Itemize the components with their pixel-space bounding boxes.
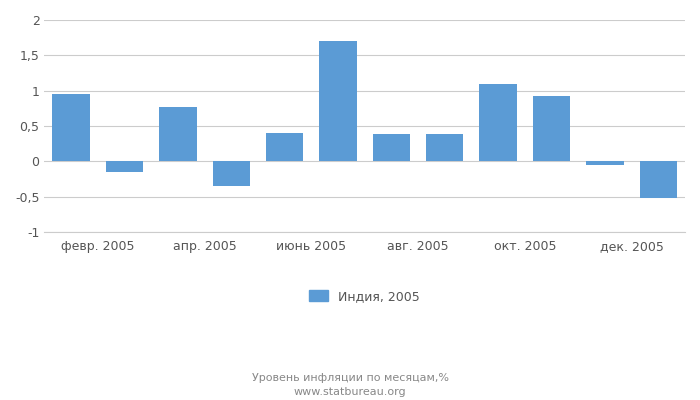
Bar <box>106 161 143 172</box>
Legend: Индия, 2005: Индия, 2005 <box>304 285 425 308</box>
Bar <box>640 161 677 198</box>
Bar <box>372 134 410 161</box>
Text: Уровень инфляции по месяцам,%: Уровень инфляции по месяцам,% <box>251 373 449 383</box>
Bar <box>533 96 570 161</box>
Bar <box>480 84 517 161</box>
Bar <box>159 107 197 161</box>
Bar <box>52 94 90 161</box>
Bar <box>426 134 463 161</box>
Text: www.statbureau.org: www.statbureau.org <box>294 387 406 397</box>
Bar <box>319 41 357 161</box>
Bar <box>213 161 250 186</box>
Bar <box>586 161 624 165</box>
Bar <box>266 133 303 161</box>
